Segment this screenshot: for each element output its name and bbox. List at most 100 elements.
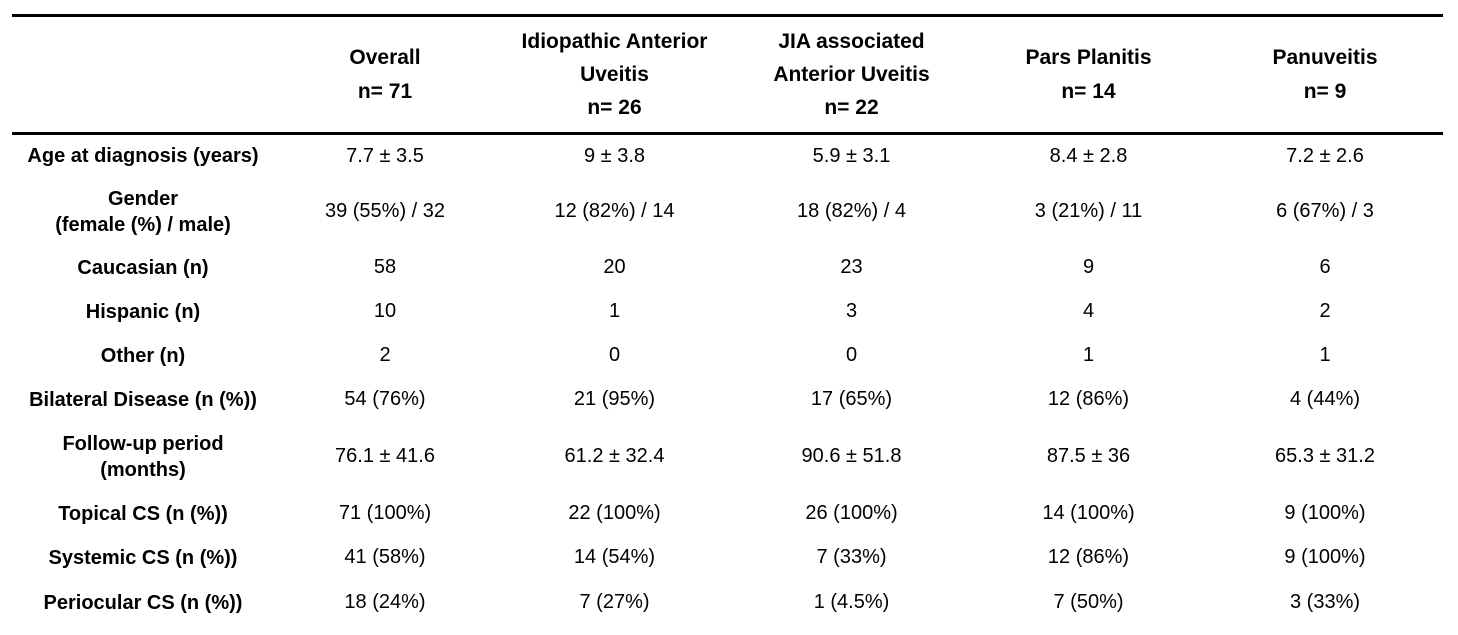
value-cell: 18 (24%)	[344, 591, 426, 613]
row-sublabel-text: (months)	[100, 458, 186, 481]
value-cell: 9	[1082, 256, 1095, 278]
value-cell: 12 (86%)	[1047, 388, 1130, 410]
value-cell: 1 (4.5%)	[813, 591, 890, 613]
row-label-systemic-cs: Systemic CS (n (%))	[12, 536, 274, 580]
row-label-text: Other (n)	[100, 344, 186, 367]
value-cell: 3 (33%)	[1289, 591, 1361, 613]
value-cell: 3 (21%) / 11	[1034, 200, 1143, 222]
table-row-gender: Gender (female (%) / male) 39 (55%) / 32…	[12, 178, 1443, 246]
corner-cell	[12, 15, 274, 135]
column-n-count: n= 22	[824, 96, 879, 120]
row-label-text: Hispanic (n)	[85, 300, 201, 323]
demographics-table-container: Overall n= 71 Idiopathic Anterior Uveiti…	[12, 14, 1443, 626]
header-cell-pars-planitis: Pars Planitis n= 14	[970, 15, 1207, 135]
column-title: Overall	[349, 46, 421, 70]
row-label-text: Systemic CS (n (%))	[48, 546, 238, 569]
value-cell: 1	[1082, 344, 1095, 366]
row-label-text: Periocular CS (n (%))	[43, 591, 243, 614]
value-cell: 23	[840, 256, 863, 278]
table-row-periocular-cs: Periocular CS (n (%)) 18 (24%) 7 (27%) 1…	[12, 580, 1443, 626]
table-row-bilateral-disease: Bilateral Disease (n (%)) 54 (76%) 21 (9…	[12, 378, 1443, 422]
table-body: Age at diagnosis (years) 7.7 ± 3.5 9 ± 3…	[12, 134, 1443, 626]
table-row-hispanic: Hispanic (n) 10 1 3 4 2	[12, 290, 1443, 334]
table-row-other: Other (n) 2 0 0 1 1	[12, 334, 1443, 378]
value-cell: 7.2 ± 2.6	[1286, 144, 1364, 167]
row-label-follow-up-period: Follow-up period (months)	[12, 422, 274, 492]
value-cell: 2	[1319, 300, 1331, 322]
header-cell-jia-associated-anterior-uveitis: JIA associated Anterior Uveitis n= 22	[733, 15, 970, 135]
value-cell: 2	[379, 344, 391, 366]
value-cell: 65.3 ± 31.2	[1275, 445, 1375, 467]
table-row-age-at-diagnosis: Age at diagnosis (years) 7.7 ± 3.5 9 ± 3…	[12, 134, 1443, 178]
value-cell: 20	[603, 256, 626, 278]
value-cell: 14 (100%)	[1042, 502, 1135, 524]
value-cell: 18 (82%) / 4	[797, 200, 906, 222]
value-cell: 12 (86%)	[1047, 546, 1130, 568]
value-cell: 5.9 ± 3.1	[812, 144, 891, 167]
column-n-count: n= 14	[1061, 79, 1116, 103]
row-label-text: Gender	[107, 187, 179, 210]
value-cell: 1	[608, 300, 621, 322]
header-cell-panuveitis: Panuveitis n= 9	[1207, 15, 1443, 135]
value-cell: 8.4 ± 2.8	[1049, 144, 1128, 167]
value-cell: 7 (33%)	[816, 546, 887, 568]
column-title: Panuveitis	[1272, 46, 1378, 70]
value-cell: 71 (100%)	[338, 502, 432, 524]
value-cell: 17 (65%)	[810, 388, 893, 410]
value-cell: 90.6 ± 51.8	[801, 445, 902, 467]
row-label-text: Age at diagnosis (years)	[27, 145, 259, 168]
row-label-topical-cs: Topical CS (n (%))	[12, 492, 274, 536]
value-cell: 7 (50%)	[1053, 591, 1124, 613]
value-cell: 7 (27%)	[579, 591, 650, 613]
row-label-text: Topical CS (n (%))	[58, 502, 228, 525]
table-row-follow-up-period: Follow-up period (months) 76.1 ± 41.6 61…	[12, 422, 1443, 492]
row-label-age-at-diagnosis: Age at diagnosis (years)	[12, 134, 274, 178]
value-cell: 9 ± 3.8	[583, 144, 645, 167]
column-title: Idiopathic Anterior Uveitis	[521, 29, 708, 86]
value-cell: 76.1 ± 41.6	[335, 445, 435, 467]
column-n-count: n= 71	[357, 79, 413, 103]
row-label-other: Other (n)	[12, 334, 274, 378]
header-cell-overall: Overall n= 71	[274, 15, 496, 135]
table-row-systemic-cs: Systemic CS (n (%)) 41 (58%) 14 (54%) 7 …	[12, 536, 1443, 580]
table-row-topical-cs: Topical CS (n (%)) 71 (100%) 22 (100%) 2…	[12, 492, 1443, 536]
value-cell: 61.2 ± 32.4	[564, 445, 665, 467]
value-cell: 0	[845, 344, 858, 366]
value-cell: 41 (58%)	[344, 546, 426, 568]
row-label-gender: Gender (female (%) / male)	[12, 178, 274, 246]
value-cell: 14 (54%)	[573, 546, 656, 568]
table-row-caucasian: Caucasian (n) 58 20 23 9 6	[12, 246, 1443, 290]
row-label-periocular-cs: Periocular CS (n (%))	[12, 580, 274, 626]
row-label-text: Follow-up period	[62, 432, 224, 455]
value-cell: 39 (55%) / 32	[324, 200, 446, 222]
value-cell: 1	[1319, 344, 1331, 366]
column-title: Pars Planitis	[1025, 46, 1152, 70]
value-cell: 6 (67%) / 3	[1276, 200, 1374, 222]
value-cell: 6	[1319, 256, 1331, 278]
value-cell: 22 (100%)	[568, 502, 661, 524]
value-cell: 9 (100%)	[1284, 502, 1366, 524]
value-cell: 0	[608, 344, 621, 366]
row-label-hispanic: Hispanic (n)	[12, 290, 274, 334]
value-cell: 7.7 ± 3.5	[346, 144, 424, 167]
value-cell: 21 (95%)	[573, 388, 656, 410]
value-cell: 9 (100%)	[1284, 546, 1366, 568]
value-cell: 4 (44%)	[1289, 388, 1361, 410]
header-cell-idiopathic-anterior-uveitis: Idiopathic Anterior Uveitis n= 26	[496, 15, 733, 135]
value-cell: 87.5 ± 36	[1046, 445, 1131, 467]
row-label-caucasian: Caucasian (n)	[12, 246, 274, 290]
table-header: Overall n= 71 Idiopathic Anterior Uveiti…	[12, 15, 1443, 135]
column-n-count: n= 9	[1303, 79, 1347, 103]
value-cell: 4	[1082, 300, 1095, 322]
value-cell: 58	[373, 256, 397, 278]
row-label-text: Caucasian (n)	[77, 256, 209, 279]
value-cell: 3	[845, 300, 858, 322]
column-title: JIA associated Anterior Uveitis	[773, 29, 930, 86]
row-label-text: Bilateral Disease (n (%))	[29, 388, 257, 411]
row-label-bilateral-disease: Bilateral Disease (n (%))	[12, 378, 274, 422]
value-cell: 26 (100%)	[805, 502, 898, 524]
value-cell: 12 (82%) / 14	[554, 200, 675, 222]
value-cell: 54 (76%)	[344, 388, 426, 410]
value-cell: 10	[373, 300, 397, 322]
column-n-count: n= 26	[587, 96, 642, 120]
